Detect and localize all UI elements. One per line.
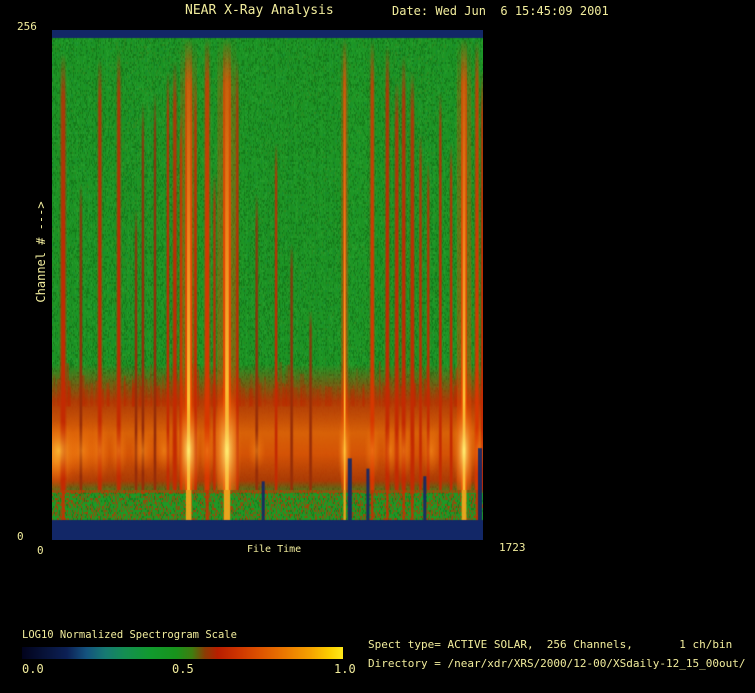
colorbar-title: LOG10 Normalized Spectrogram Scale bbox=[22, 629, 237, 641]
x-axis-label: File Time bbox=[247, 544, 302, 555]
y-axis-max-label: 256 bbox=[17, 20, 37, 33]
directory-label: Directory = /near/xdr/XRS/2000/12-00/XSd… bbox=[368, 657, 746, 670]
spectrogram-plot bbox=[52, 30, 483, 540]
colorbar-tick-max: 1.0 bbox=[334, 662, 356, 676]
x-axis-max-label: 1723 bbox=[499, 541, 526, 554]
y-axis-label: Channel # ---> bbox=[34, 201, 48, 303]
x-axis-min-label: 0 bbox=[37, 544, 44, 557]
colorbar-gradient bbox=[22, 647, 343, 659]
date-label: Date: Wed Jun 6 15:45:09 2001 bbox=[392, 4, 609, 18]
page-title: NEAR X-Ray Analysis bbox=[185, 3, 334, 18]
colorbar-tick-min: 0.0 bbox=[22, 662, 44, 676]
spect-type-label: Spect type= ACTIVE SOLAR, 256 Channels, … bbox=[368, 638, 733, 651]
y-axis-min-label: 0 bbox=[17, 530, 24, 543]
colorbar-tick-mid: 0.5 bbox=[172, 662, 194, 676]
